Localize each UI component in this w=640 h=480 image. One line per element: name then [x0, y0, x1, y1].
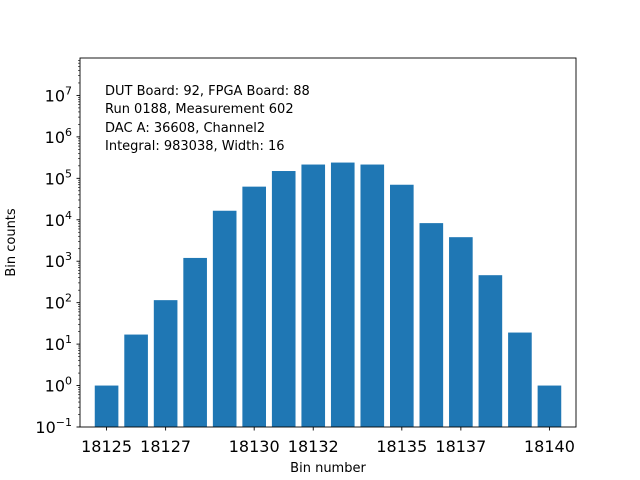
x-axis-label: Bin number — [290, 461, 366, 476]
bar-18127 — [153, 300, 178, 427]
x-tick-label: 18137 — [435, 437, 486, 456]
y-tick-label: 105 — [45, 167, 72, 188]
annotation-line-2: Run 0188, Measurement 602 — [105, 102, 294, 117]
y-tick-label: 102 — [45, 292, 72, 313]
plot-frame — [79, 57, 577, 428]
bar-18138 — [478, 275, 503, 427]
y-tick-label: 107 — [45, 84, 72, 105]
bar-18139 — [508, 332, 532, 427]
bar-18135 — [390, 184, 414, 427]
x-tick-label: 18125 — [81, 437, 132, 456]
x-tick-label: 18130 — [229, 437, 280, 456]
x-tick-label: 18132 — [288, 437, 339, 456]
bar-18134 — [360, 164, 385, 428]
y-axis-ticks: 10−1 100 101 102 103 104 105 106 107 — [35, 84, 80, 437]
bar-18125 — [94, 385, 119, 427]
y-axis-label: Bin counts — [4, 208, 19, 277]
x-tick-label: 18140 — [524, 437, 575, 456]
bar-18136 — [419, 223, 444, 427]
x-tick-label: 18135 — [376, 437, 427, 456]
bar-18132 — [301, 164, 326, 428]
y-tick-label: 10−1 — [35, 416, 72, 437]
x-axis-ticks: 18125 18127 18130 18132 18135 18137 18140 — [81, 427, 575, 456]
y-tick-label: 103 — [45, 250, 72, 271]
bar-18128 — [183, 257, 207, 427]
annotation-line-1: DUT Board: 92, FPGA Board: 88 — [105, 84, 310, 99]
bar-18137 — [449, 237, 473, 427]
y-tick-label: 106 — [45, 126, 72, 147]
annotation-box: DUT Board: 92, FPGA Board: 88 Run 0188, … — [105, 84, 310, 154]
bars-group — [94, 162, 562, 428]
annotation-line-4: Integral: 983038, Width: 16 — [105, 139, 285, 154]
annotation-line-3: DAC A: 36608, Channel2 — [105, 121, 265, 136]
y-tick-label: 101 — [45, 333, 72, 354]
bar-18130 — [242, 186, 266, 427]
bar-18133 — [330, 162, 355, 427]
y-tick-label: 104 — [45, 209, 72, 230]
bar-18140 — [537, 385, 562, 427]
bar-18129 — [212, 210, 237, 427]
bar-18126 — [124, 334, 148, 427]
x-tick-label: 18127 — [140, 437, 191, 456]
bar-18131 — [271, 171, 296, 427]
y-tick-label: 100 — [45, 375, 72, 396]
